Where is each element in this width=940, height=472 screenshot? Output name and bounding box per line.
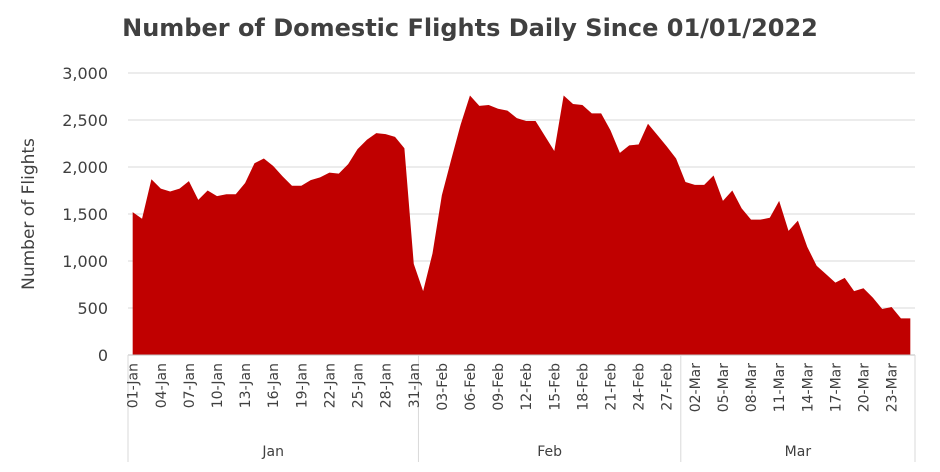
y-axis-title: Number of Flights <box>19 138 39 290</box>
y-tick-label: 500 <box>77 299 108 318</box>
x-tick-label: 11-Mar <box>772 363 788 413</box>
x-tick-label: 19-Jan <box>294 363 310 408</box>
x-tick-label: 20-Mar <box>856 363 872 413</box>
y-tick-label: 1,500 <box>62 205 108 224</box>
x-tick-label: 23-Mar <box>885 363 901 413</box>
x-tick-label: 16-Jan <box>266 363 282 408</box>
x-tick-label: 05-Mar <box>716 363 732 413</box>
x-tick-label: 22-Jan <box>322 363 338 408</box>
y-tick-label: 2,500 <box>62 111 108 130</box>
x-tick-label: 08-Mar <box>744 363 760 413</box>
x-tick-label: 14-Mar <box>800 363 816 413</box>
x-tick-label: 01-Jan <box>126 363 142 408</box>
x-tick-label: 28-Jan <box>379 363 395 408</box>
x-tick-label: 04-Jan <box>154 363 170 408</box>
x-tick-label: 24-Feb <box>632 363 648 411</box>
y-tick-label: 3,000 <box>62 64 108 83</box>
x-tick-label: 18-Feb <box>575 363 591 411</box>
chart-title: Number of Domestic Flights Daily Since 0… <box>122 14 818 42</box>
x-tick-label: 13-Jan <box>238 363 254 408</box>
x-tick-label: 17-Mar <box>828 363 844 413</box>
y-tick-label: 1,000 <box>62 252 108 271</box>
x-tick-label: 27-Feb <box>660 363 676 411</box>
x-tick-label: 09-Feb <box>491 363 507 411</box>
y-tick-label: 0 <box>98 346 108 365</box>
x-tick-label: 06-Feb <box>463 363 479 411</box>
area-series <box>132 95 911 355</box>
month-label: Feb <box>537 444 562 460</box>
x-tick-label: 02-Mar <box>688 363 704 413</box>
x-tick-label: 03-Feb <box>435 363 451 411</box>
x-tick-label: 21-Feb <box>604 363 620 411</box>
x-tick-label: 31-Jan <box>407 363 423 408</box>
x-tick-label: 07-Jan <box>182 363 198 408</box>
month-label: Jan <box>261 444 284 460</box>
x-tick-label: 25-Jan <box>351 363 367 408</box>
x-tick-label: 10-Jan <box>210 363 226 408</box>
x-tick-label: 12-Feb <box>519 363 535 411</box>
y-tick-label: 2,000 <box>62 158 108 177</box>
month-label: Mar <box>785 444 812 460</box>
x-tick-label: 15-Feb <box>547 363 563 411</box>
